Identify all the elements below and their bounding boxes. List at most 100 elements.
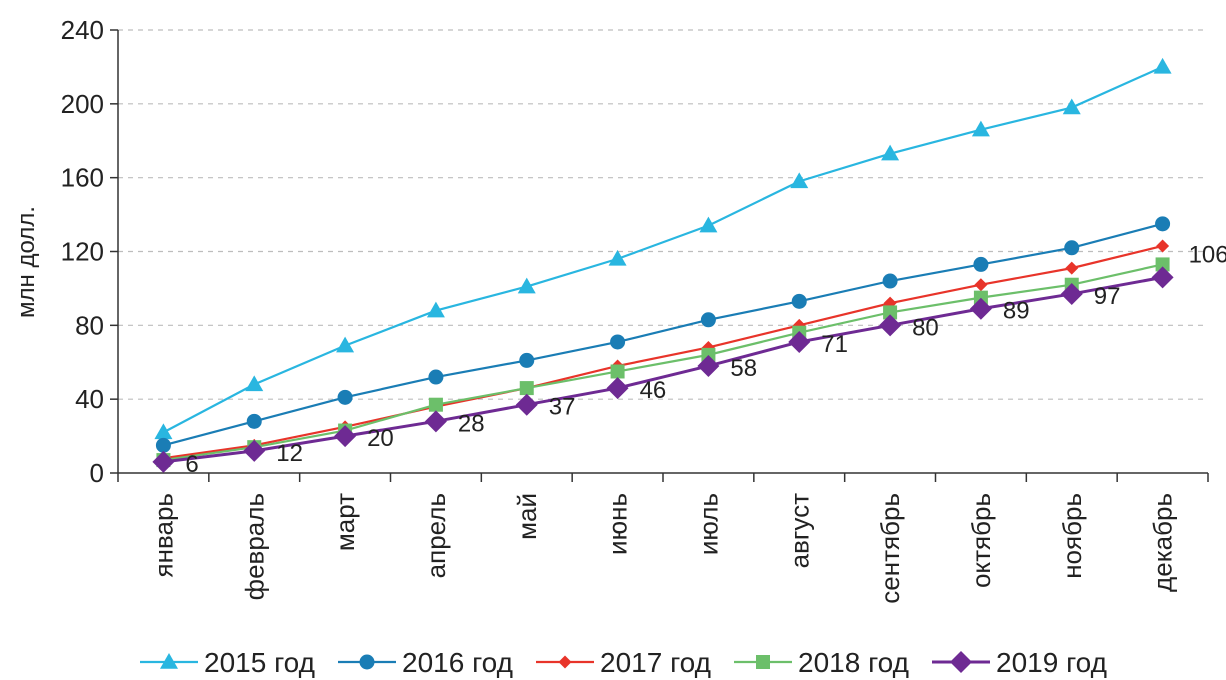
data-point bbox=[1062, 98, 1081, 115]
x-tick-label: июль bbox=[693, 493, 723, 555]
data-point bbox=[1064, 240, 1080, 256]
data-point bbox=[974, 278, 988, 292]
data-labels: 6 12 20 28 37 46 58 71 80 89 97 106 bbox=[185, 241, 1226, 478]
series-line bbox=[163, 275, 1163, 464]
x-tick-label: февраль bbox=[239, 493, 269, 600]
series-lines bbox=[152, 57, 1174, 473]
series-line bbox=[163, 222, 1163, 447]
y-tick-label: 200 bbox=[61, 89, 104, 119]
data-point bbox=[428, 369, 444, 385]
x-tick-labels: январь февраль март апрель май июнь июль август… bbox=[148, 493, 1177, 604]
data-label: 28 bbox=[458, 410, 485, 437]
data-point bbox=[1060, 282, 1083, 305]
series-3 bbox=[156, 239, 1170, 465]
legend-item-2: 2016 год bbox=[338, 647, 513, 678]
x-tick-label: август bbox=[784, 493, 814, 568]
data-label: 58 bbox=[730, 355, 757, 382]
data-label: 89 bbox=[1003, 298, 1030, 325]
data-label: 20 bbox=[367, 425, 394, 452]
data-point bbox=[154, 423, 173, 440]
data-label: 106 bbox=[1189, 241, 1226, 268]
data-point bbox=[519, 381, 534, 396]
data-point bbox=[426, 301, 445, 318]
data-point bbox=[336, 336, 355, 353]
data-point bbox=[973, 256, 989, 272]
x-tick-label: сентябрь bbox=[875, 493, 905, 604]
legend-item-3: 2017 год bbox=[536, 647, 711, 678]
legend: 2015 год 2016 год 2017 год 2018 год 2019 год bbox=[140, 647, 1107, 678]
data-point bbox=[608, 249, 627, 266]
y-tick-label: 240 bbox=[61, 15, 104, 45]
data-point bbox=[519, 352, 535, 368]
data-label: 37 bbox=[549, 394, 576, 421]
x-tick-label: июнь bbox=[603, 493, 633, 555]
legend-label: 2019 год bbox=[996, 647, 1107, 678]
data-point bbox=[969, 297, 992, 320]
data-point bbox=[883, 305, 898, 320]
data-label: 71 bbox=[821, 331, 848, 358]
legend-marker bbox=[756, 655, 770, 669]
data-point bbox=[1155, 216, 1171, 232]
data-point bbox=[428, 397, 443, 412]
data-point bbox=[1156, 239, 1170, 253]
data-point bbox=[1155, 257, 1170, 272]
x-tick-label: октябрь bbox=[966, 493, 996, 588]
data-point bbox=[610, 364, 625, 379]
x-tick-label: январь bbox=[148, 493, 178, 577]
legend-marker bbox=[558, 655, 572, 669]
x-tick-label: март bbox=[330, 493, 360, 551]
y-tick-label: 40 bbox=[75, 384, 104, 414]
data-point bbox=[243, 439, 266, 462]
data-point bbox=[424, 410, 447, 433]
data-point bbox=[1153, 57, 1172, 74]
data-point bbox=[606, 377, 629, 400]
gridlines bbox=[118, 29, 1208, 400]
legend-label: 2018 год bbox=[798, 647, 909, 678]
data-point bbox=[971, 120, 990, 137]
data-point bbox=[245, 375, 264, 392]
series-line bbox=[163, 263, 1163, 462]
data-point bbox=[882, 273, 898, 289]
x-tick-label: ноябрь bbox=[1057, 493, 1087, 579]
y-tick-label: 0 bbox=[90, 458, 104, 488]
data-point bbox=[337, 389, 353, 405]
data-label: 6 bbox=[185, 451, 198, 478]
legend-item-5: 2019 год bbox=[932, 647, 1107, 678]
series-5 bbox=[152, 266, 1174, 473]
data-point bbox=[334, 425, 357, 448]
data-label: 80 bbox=[912, 314, 939, 341]
legend-label: 2015 год bbox=[204, 647, 315, 678]
legend-marker bbox=[359, 654, 375, 670]
data-point bbox=[700, 312, 716, 328]
data-point bbox=[152, 450, 175, 473]
y-tick-label: 160 bbox=[61, 163, 104, 193]
legend-marker bbox=[950, 651, 972, 673]
data-point bbox=[610, 334, 626, 350]
x-tick-label: декабрь bbox=[1148, 493, 1178, 592]
data-point bbox=[881, 144, 900, 161]
data-point bbox=[697, 354, 720, 377]
y-tick-label: 120 bbox=[61, 237, 104, 267]
data-point bbox=[790, 172, 809, 189]
data-point bbox=[1151, 266, 1174, 289]
y-tick-label: 80 bbox=[75, 310, 104, 340]
series-2 bbox=[155, 216, 1171, 453]
data-point bbox=[517, 277, 536, 294]
data-point bbox=[246, 413, 262, 429]
series-line bbox=[162, 65, 1164, 434]
legend-item-1: 2015 год bbox=[140, 647, 315, 678]
data-point bbox=[701, 347, 716, 362]
data-point bbox=[1065, 261, 1079, 275]
legend-item-4: 2018 год bbox=[734, 647, 909, 678]
data-point bbox=[791, 293, 807, 309]
data-point bbox=[155, 437, 171, 453]
data-label: 97 bbox=[1094, 283, 1121, 310]
data-label: 12 bbox=[276, 440, 303, 467]
data-point bbox=[879, 314, 902, 337]
axes bbox=[110, 29, 1209, 482]
data-label: 46 bbox=[640, 377, 667, 404]
series-1 bbox=[154, 57, 1172, 440]
data-point bbox=[973, 290, 988, 305]
x-tick-label: май bbox=[512, 493, 542, 540]
